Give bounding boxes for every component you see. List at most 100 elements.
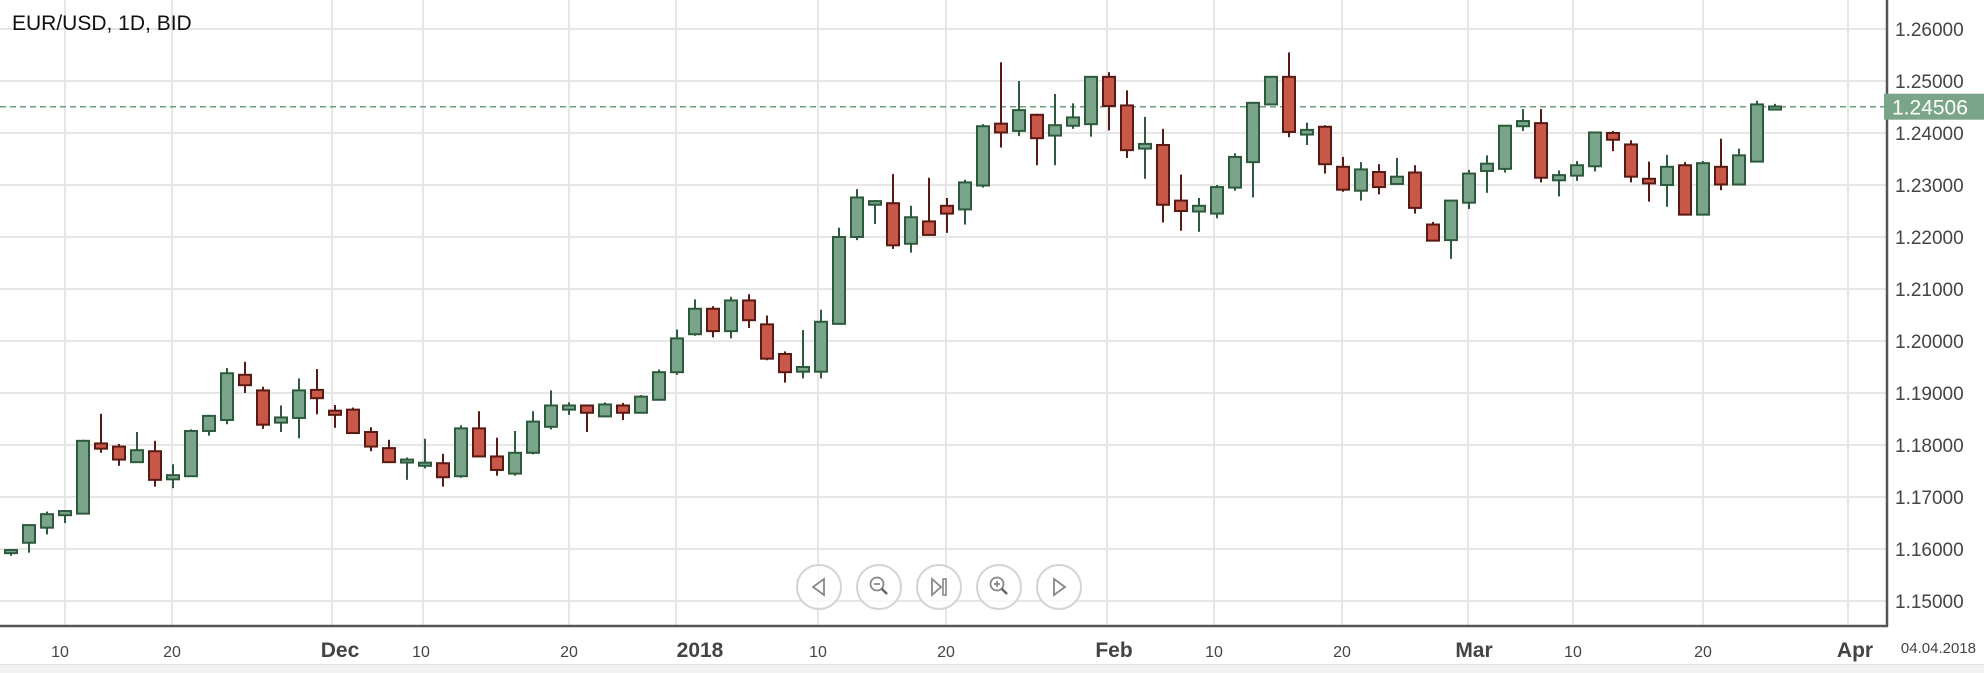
candle[interactable] bbox=[1138, 116, 1152, 179]
scroll-left-button[interactable] bbox=[796, 564, 842, 610]
candle[interactable] bbox=[1282, 52, 1296, 138]
candle[interactable] bbox=[1264, 75, 1278, 106]
candle[interactable] bbox=[1174, 174, 1188, 231]
candle[interactable] bbox=[1768, 103, 1782, 111]
candle[interactable] bbox=[1624, 140, 1638, 183]
candle[interactable] bbox=[1336, 156, 1350, 192]
candle[interactable] bbox=[1570, 161, 1584, 181]
candle[interactable] bbox=[544, 390, 558, 430]
candle[interactable] bbox=[922, 177, 936, 236]
candle[interactable] bbox=[454, 425, 468, 478]
candle[interactable] bbox=[1444, 199, 1458, 259]
candle[interactable] bbox=[1210, 185, 1224, 219]
candle[interactable] bbox=[1120, 90, 1134, 158]
candle[interactable] bbox=[1588, 131, 1602, 172]
candle[interactable] bbox=[1390, 157, 1404, 185]
scroll-right-button[interactable] bbox=[1036, 564, 1082, 610]
candle[interactable] bbox=[1714, 138, 1728, 191]
candle[interactable] bbox=[652, 369, 666, 401]
candle[interactable] bbox=[202, 414, 216, 436]
candle[interactable] bbox=[184, 429, 198, 478]
candle[interactable] bbox=[976, 124, 990, 188]
candle[interactable] bbox=[436, 453, 450, 487]
candle[interactable] bbox=[1732, 148, 1746, 186]
candle[interactable] bbox=[958, 179, 972, 225]
candle[interactable] bbox=[778, 351, 792, 383]
candle[interactable] bbox=[22, 524, 36, 553]
candle[interactable] bbox=[1408, 165, 1422, 214]
candle[interactable] bbox=[1552, 170, 1566, 197]
candle[interactable] bbox=[346, 407, 360, 435]
candle[interactable] bbox=[220, 368, 234, 425]
zoom-out-button[interactable] bbox=[856, 564, 902, 610]
candle[interactable] bbox=[4, 549, 18, 556]
candle[interactable] bbox=[328, 404, 342, 428]
candle[interactable] bbox=[1426, 221, 1440, 242]
candle[interactable] bbox=[148, 440, 162, 487]
candle[interactable] bbox=[1534, 109, 1548, 183]
candle[interactable] bbox=[706, 306, 720, 338]
candle[interactable] bbox=[1606, 130, 1620, 152]
candle[interactable] bbox=[112, 443, 126, 466]
candle[interactable] bbox=[580, 404, 594, 432]
candle[interactable] bbox=[598, 402, 612, 418]
candle[interactable] bbox=[1030, 113, 1044, 166]
zoom-in-button[interactable] bbox=[976, 564, 1022, 610]
candle[interactable] bbox=[742, 294, 756, 328]
candle[interactable] bbox=[1192, 198, 1206, 232]
candle[interactable] bbox=[382, 439, 396, 464]
candle[interactable] bbox=[418, 438, 432, 469]
candle[interactable] bbox=[1480, 155, 1494, 193]
candle[interactable] bbox=[1300, 122, 1314, 145]
candle[interactable] bbox=[1084, 75, 1098, 137]
candle[interactable] bbox=[994, 62, 1008, 148]
candle[interactable] bbox=[1228, 153, 1242, 191]
candle[interactable] bbox=[1696, 161, 1710, 216]
candle[interactable] bbox=[94, 413, 108, 453]
candle[interactable] bbox=[850, 189, 864, 241]
candle[interactable] bbox=[1678, 162, 1692, 216]
reset-to-latest-button[interactable] bbox=[916, 564, 962, 610]
candle[interactable] bbox=[508, 430, 522, 476]
candle[interactable] bbox=[490, 437, 504, 476]
candle[interactable] bbox=[886, 174, 900, 249]
candle[interactable] bbox=[670, 329, 684, 375]
candle[interactable] bbox=[274, 405, 288, 432]
candle[interactable] bbox=[688, 299, 702, 336]
candle[interactable] bbox=[292, 378, 306, 439]
candle[interactable] bbox=[526, 411, 540, 455]
candle[interactable] bbox=[166, 464, 180, 489]
candle[interactable] bbox=[796, 330, 810, 379]
candle[interactable] bbox=[1372, 164, 1386, 195]
candle[interactable] bbox=[1660, 154, 1674, 207]
candle[interactable] bbox=[940, 198, 954, 233]
candle[interactable] bbox=[238, 361, 252, 393]
candle[interactable] bbox=[760, 315, 774, 361]
candle[interactable] bbox=[130, 432, 144, 464]
candle[interactable] bbox=[562, 402, 576, 415]
candle[interactable] bbox=[832, 227, 846, 325]
candle[interactable] bbox=[1048, 94, 1062, 166]
candle[interactable] bbox=[1156, 128, 1170, 223]
candle[interactable] bbox=[616, 402, 630, 421]
candle[interactable] bbox=[1642, 161, 1656, 202]
candle[interactable] bbox=[724, 296, 738, 339]
candle[interactable] bbox=[904, 205, 918, 253]
candle[interactable] bbox=[58, 510, 72, 523]
candle[interactable] bbox=[40, 511, 54, 535]
candle[interactable] bbox=[868, 200, 882, 224]
candle[interactable] bbox=[1354, 162, 1368, 201]
candle[interactable] bbox=[1498, 124, 1512, 173]
candle[interactable] bbox=[1318, 125, 1332, 174]
candle[interactable] bbox=[814, 309, 828, 379]
candle[interactable] bbox=[400, 457, 414, 480]
navigator-strip[interactable] bbox=[0, 664, 1984, 673]
candle[interactable] bbox=[1246, 101, 1260, 198]
candle[interactable] bbox=[1516, 109, 1530, 131]
candle[interactable] bbox=[76, 439, 90, 515]
candle[interactable] bbox=[310, 369, 324, 415]
candle[interactable] bbox=[364, 427, 378, 452]
candle[interactable] bbox=[472, 411, 486, 458]
candle[interactable] bbox=[1066, 103, 1080, 129]
